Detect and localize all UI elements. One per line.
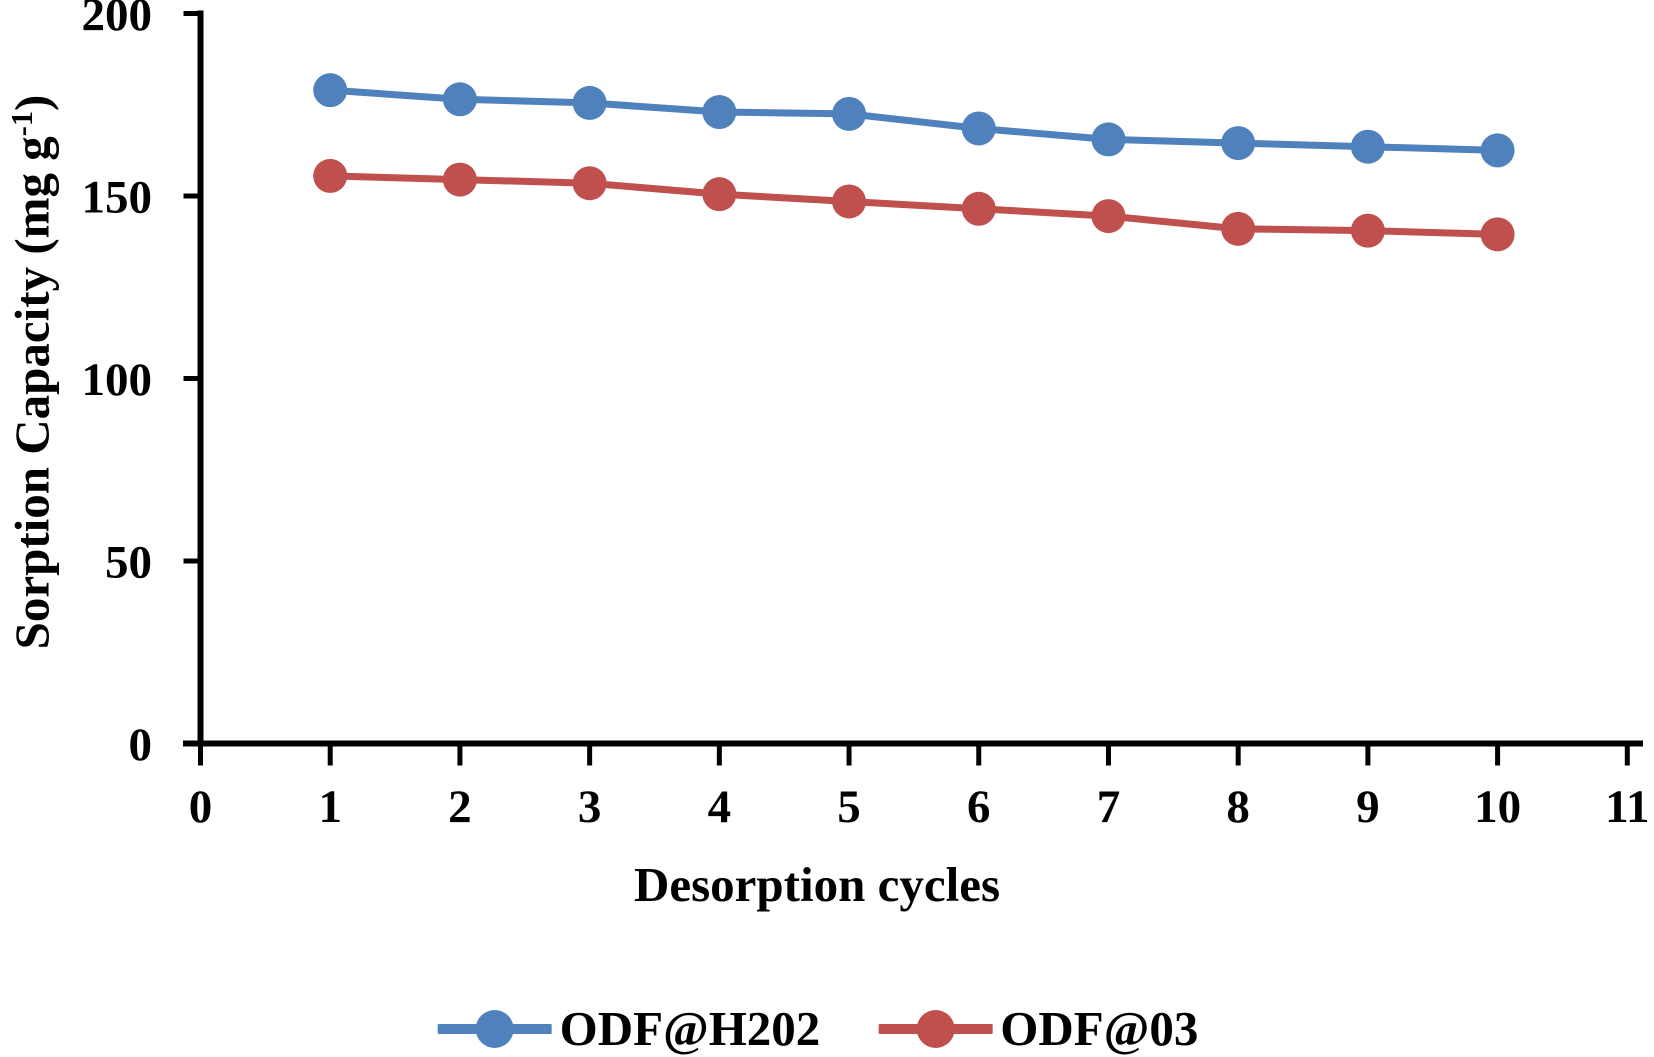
y-axis-title-close: )	[4, 94, 60, 111]
legend-line-marker-icon	[878, 1009, 993, 1048]
x-tick-label: 10	[1474, 781, 1521, 833]
y-axis-title-text: Sorption Capacity (mg g	[4, 136, 60, 650]
series-line-0	[326, 86, 1502, 154]
series-line-1	[326, 172, 1502, 238]
data-point-marker	[702, 95, 737, 130]
legend-line-marker-icon	[437, 1009, 552, 1048]
data-point-marker	[961, 191, 996, 226]
x-tick-label: 4	[708, 781, 732, 833]
x-tick-label: 5	[837, 781, 861, 833]
legend: ODF@H202 ODF@03	[437, 1000, 1198, 1057]
legend-label-odf-h202: ODF@H202	[559, 1001, 821, 1056]
x-tick-label: 8	[1226, 781, 1250, 833]
data-point-marker	[442, 82, 477, 117]
x-axis-title: Desorption cycles	[633, 857, 1001, 912]
x-tick-label: 2	[448, 781, 472, 833]
y-tick-label: 0	[129, 719, 153, 771]
legend-item-odf-03: ODF@03	[878, 1000, 1198, 1057]
y-tick-label: 50	[105, 537, 152, 589]
data-point-marker	[313, 158, 348, 193]
y-tick-label: 100	[82, 354, 153, 406]
data-point-marker	[1221, 211, 1256, 246]
data-point-marker	[1480, 217, 1515, 252]
x-tick-label: 7	[1097, 781, 1121, 833]
x-tick-label: 9	[1356, 781, 1380, 833]
y-tick-label: 200	[82, 0, 153, 41]
data-point-marker	[1221, 126, 1256, 161]
x-tick-label: 0	[189, 781, 213, 833]
y-axis-title: Sorption Capacity (mg g-1)	[4, 95, 61, 650]
data-point-marker	[1091, 199, 1126, 234]
legend-label-odf-03: ODF@03	[1000, 1001, 1199, 1056]
data-point-marker	[832, 96, 867, 131]
data-point-marker	[442, 162, 477, 197]
data-point-marker	[702, 177, 737, 212]
data-point-marker	[313, 73, 348, 108]
y-tick-label: 150	[82, 172, 153, 224]
y-axis-title-superscript: -1	[4, 110, 39, 137]
x-tick-label: 11	[1605, 781, 1649, 833]
legend-item-odf-h202: ODF@H202	[437, 1000, 821, 1057]
data-point-marker	[1350, 129, 1385, 164]
data-point-marker	[1350, 213, 1385, 248]
data-point-marker	[832, 184, 867, 219]
data-point-marker	[1091, 122, 1126, 157]
data-point-marker	[1480, 133, 1515, 168]
data-point-marker	[961, 111, 996, 146]
x-tick-label: 1	[318, 781, 342, 833]
data-point-marker	[572, 166, 607, 201]
data-point-marker	[572, 85, 607, 120]
x-tick-label: 3	[578, 781, 602, 833]
x-tick-label: 6	[967, 781, 991, 833]
